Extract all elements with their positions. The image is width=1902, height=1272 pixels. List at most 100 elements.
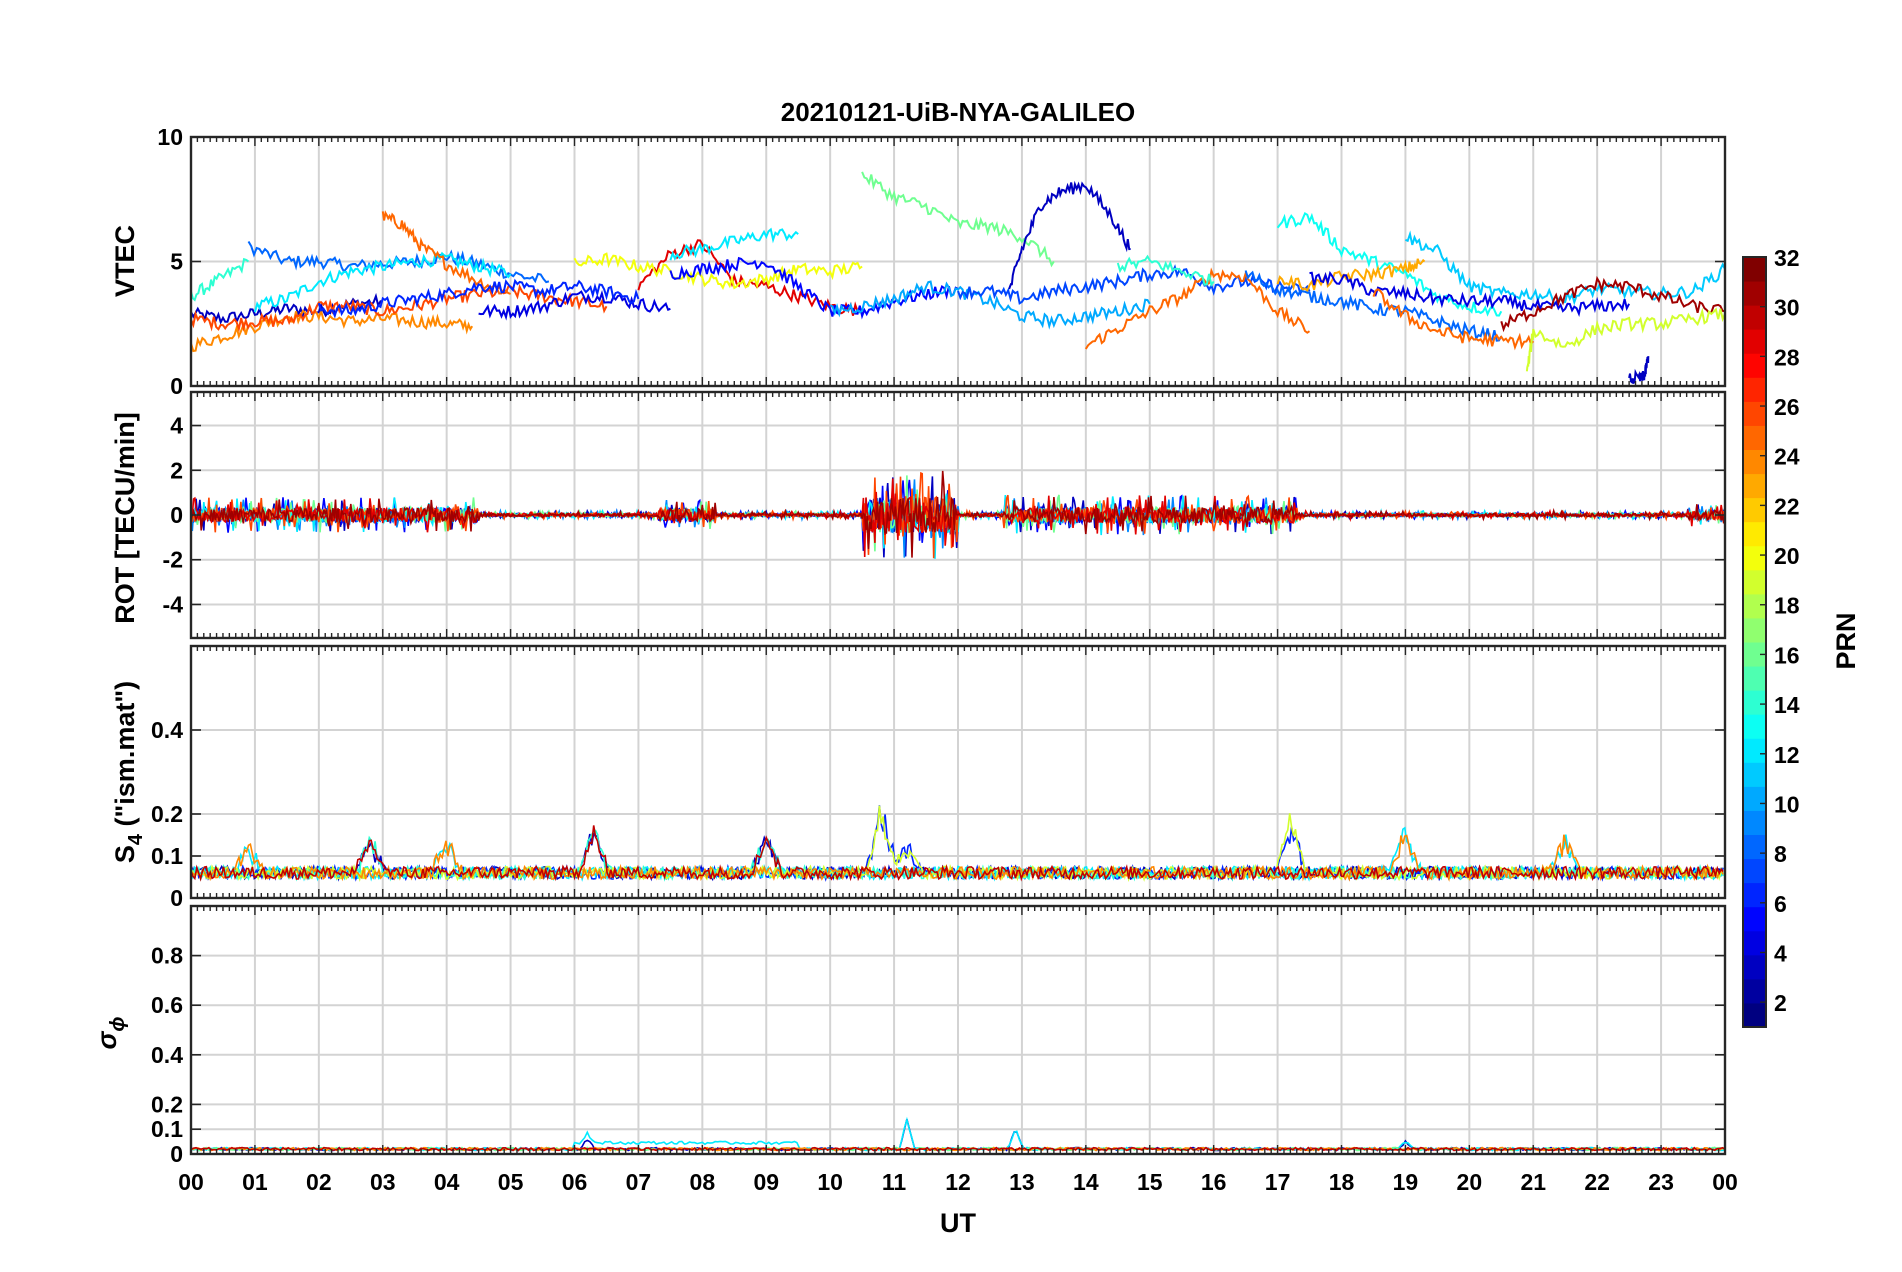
s4-series-group	[191, 805, 1724, 883]
vtec-series-prn-3	[191, 292, 383, 325]
rot-series-prn-31	[191, 470, 1725, 558]
colorbar-tick-label: 22	[1774, 493, 1800, 519]
y-tick-label: 0	[170, 1141, 183, 1167]
y-tick-label: -4	[163, 591, 184, 617]
colorbar-segment	[1743, 930, 1766, 956]
colorbar-tick-label: 18	[1774, 593, 1800, 619]
axes-frame-vtec: 0 5 10	[157, 124, 1727, 399]
y-tick-label: 5	[170, 249, 183, 275]
vtec-series-prn-13	[1276, 211, 1503, 317]
axes-s4	[190, 646, 1726, 899]
x-tick-label: 14	[1073, 1169, 1099, 1195]
vtec-series-prn-12	[253, 251, 512, 313]
y-tick-label: 10	[157, 124, 183, 150]
colorbar-tick-label: 12	[1774, 742, 1800, 768]
colorbar-tick-label: 4	[1774, 940, 1787, 966]
colorbar-segment	[1743, 762, 1766, 787]
chart-title: 20210121-UiB-NYA-GALILEO	[781, 97, 1136, 127]
y-tick-label: 0.2	[151, 801, 183, 827]
colorbar-tick-label: 20	[1774, 543, 1800, 569]
colorbar-segment	[1743, 497, 1766, 523]
colorbar-segment	[1743, 593, 1766, 619]
colorbar-segment	[1743, 257, 1766, 282]
vtec-series-prn-5	[669, 256, 959, 320]
vtec-series-prn-25	[1084, 267, 1311, 350]
colorbar-tick-label: 2	[1774, 990, 1787, 1016]
vtec-series-prn-19	[1525, 307, 1725, 372]
vtec-series-prn-16	[861, 171, 1055, 268]
vtec-series-prn-14	[191, 257, 250, 302]
axes-sigma_phi	[190, 906, 1726, 1155]
y-tick-label: -2	[163, 547, 183, 573]
colorbar-segment	[1743, 642, 1766, 667]
colorbar-segment	[1743, 714, 1766, 739]
vtec-series-prn-10	[829, 280, 1151, 330]
colorbar-frame	[1742, 256, 1767, 1028]
colorbar-segment	[1743, 401, 1766, 426]
x-tick-label: 15	[1137, 1169, 1163, 1195]
colorbar-segment	[1743, 521, 1766, 547]
x-tick-label: 03	[370, 1169, 396, 1195]
colorbar-label: PRN	[1831, 612, 1861, 669]
colorbar-tick-label: 10	[1774, 791, 1800, 817]
axes-vtec	[190, 136, 1726, 387]
y-axis-label-rot: ROT [TECU/min]	[110, 412, 140, 623]
x-tick-label: 08	[690, 1169, 716, 1195]
rot-series-prn-29	[191, 478, 1725, 558]
vtec-series-prn-3	[1008, 180, 1131, 290]
colorbar-tick-label: 26	[1774, 394, 1800, 420]
colorbar-segment	[1743, 906, 1766, 932]
s4-series-prn-30	[191, 825, 1724, 882]
colorbar-segment	[1743, 473, 1766, 499]
vtec-series-prn-12	[669, 227, 799, 261]
y-tick-label: 0.4	[151, 1042, 183, 1068]
x-tick-label: 07	[626, 1169, 652, 1195]
x-tick-label: 13	[1009, 1169, 1035, 1195]
x-tick-label: 05	[498, 1169, 524, 1195]
x-tick-label: 00	[178, 1169, 204, 1195]
y-tick-label: 0	[170, 885, 183, 911]
colorbar-segment	[1743, 449, 1766, 475]
y-tick-label: 0.1	[151, 1116, 183, 1142]
y-tick-label: 0	[170, 502, 183, 528]
y-tick-label: 0.1	[151, 843, 183, 869]
colorbar-segment	[1743, 810, 1766, 835]
x-tick-label: 06	[562, 1169, 588, 1195]
colorbar-segment	[1743, 281, 1766, 306]
y-tick-label: 4	[170, 413, 183, 439]
colorbar-segment	[1743, 858, 1766, 884]
colorbar-tick-label: 6	[1774, 891, 1787, 917]
colorbar-segment	[1743, 954, 1766, 980]
y-tick-label: 0.4	[151, 717, 183, 743]
vtec-series-prn-23	[1276, 258, 1426, 293]
colorbar-segment	[1743, 425, 1766, 450]
x-tick-label: 09	[753, 1169, 779, 1195]
y-axis-label-sigma-phi: σϕ	[92, 1016, 129, 1049]
y-tick-label: 0	[170, 373, 183, 399]
vtec-series-prn-25	[381, 210, 511, 295]
colorbar-segment	[1743, 353, 1766, 378]
colorbar-tick-label: 16	[1774, 642, 1800, 668]
colorbar-tick-label: 28	[1774, 344, 1800, 370]
x-tick-label: 04	[434, 1169, 460, 1195]
x-tick-label: 10	[817, 1169, 843, 1195]
x-tick-label: 01	[242, 1169, 268, 1195]
colorbar-segment	[1743, 666, 1766, 691]
x-axis-label: UT	[940, 1208, 976, 1238]
colorbar-tick-label: 14	[1774, 692, 1800, 718]
colorbar-segment	[1743, 738, 1766, 763]
colorbar-segment	[1743, 978, 1766, 1004]
vtec-series-prn-8	[1244, 270, 1503, 342]
vtec-series-prn-24	[191, 307, 474, 353]
x-tick-label: 23	[1648, 1169, 1674, 1195]
vtec-series-prn-31	[1500, 275, 1725, 333]
x-tick-label: 11	[882, 1169, 907, 1195]
y-tick-label: 0.2	[151, 1091, 183, 1117]
vtec-series-prn-14	[1116, 254, 1215, 288]
axes-frame-sigma_phi: 00.10.2 0.4 0.6 0.8 00 01 02 03 04 05 06 07 08 09 10 11…	[151, 904, 1738, 1195]
colorbar-segment	[1743, 569, 1766, 595]
rot-series-group	[191, 470, 1725, 559]
